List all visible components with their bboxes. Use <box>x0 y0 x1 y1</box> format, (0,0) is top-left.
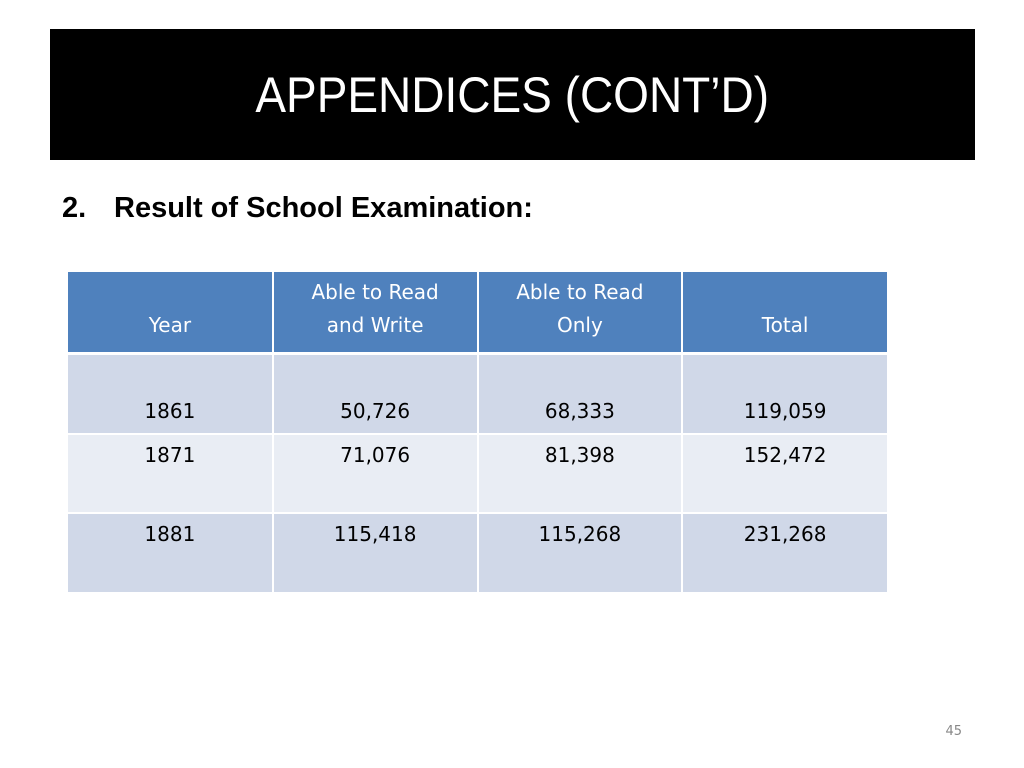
header-total: Total <box>682 272 887 355</box>
header-year: Year <box>68 272 274 355</box>
cell-read-only: 81,398 <box>477 434 684 514</box>
table-row: 1861 50,726 68,333 119,059 <box>68 353 887 435</box>
cell-year: 1881 <box>68 513 274 594</box>
results-table: Year Able to Read and Write Able to Read O… <box>68 272 887 594</box>
section-title: Result of School Examination: <box>114 191 533 224</box>
cell-read-and-write: 71,076 <box>272 434 479 514</box>
cell-read-and-write: 115,418 <box>272 513 479 594</box>
cell-total: 231,268 <box>682 513 887 594</box>
cell-total: 152,472 <box>682 434 887 514</box>
cell-read-only: 68,333 <box>477 353 684 435</box>
cell-total: 119,059 <box>682 353 887 435</box>
page-number: 45 <box>945 724 962 739</box>
header-read-and-write: Able to Read and Write <box>272 272 479 355</box>
cell-year: 1861 <box>68 353 274 435</box>
cell-read-and-write: 50,726 <box>272 353 479 435</box>
title-bar: APPENDICES (CONT’D) <box>50 29 975 160</box>
slide-title: APPENDICES (CONT’D) <box>255 66 770 123</box>
table-row: 1881 115,418 115,268 231,268 <box>68 513 887 594</box>
section-number: 2. <box>62 191 87 224</box>
header-read-only: Able to Read Only <box>477 272 684 355</box>
cell-read-only: 115,268 <box>477 513 684 594</box>
table-row: 1871 71,076 81,398 152,472 <box>68 434 887 514</box>
section-heading: 2. Result of School Examination: <box>62 188 533 228</box>
table-header-row: Year Able to Read and Write Able to Read O… <box>68 272 887 355</box>
cell-year: 1871 <box>68 434 274 514</box>
